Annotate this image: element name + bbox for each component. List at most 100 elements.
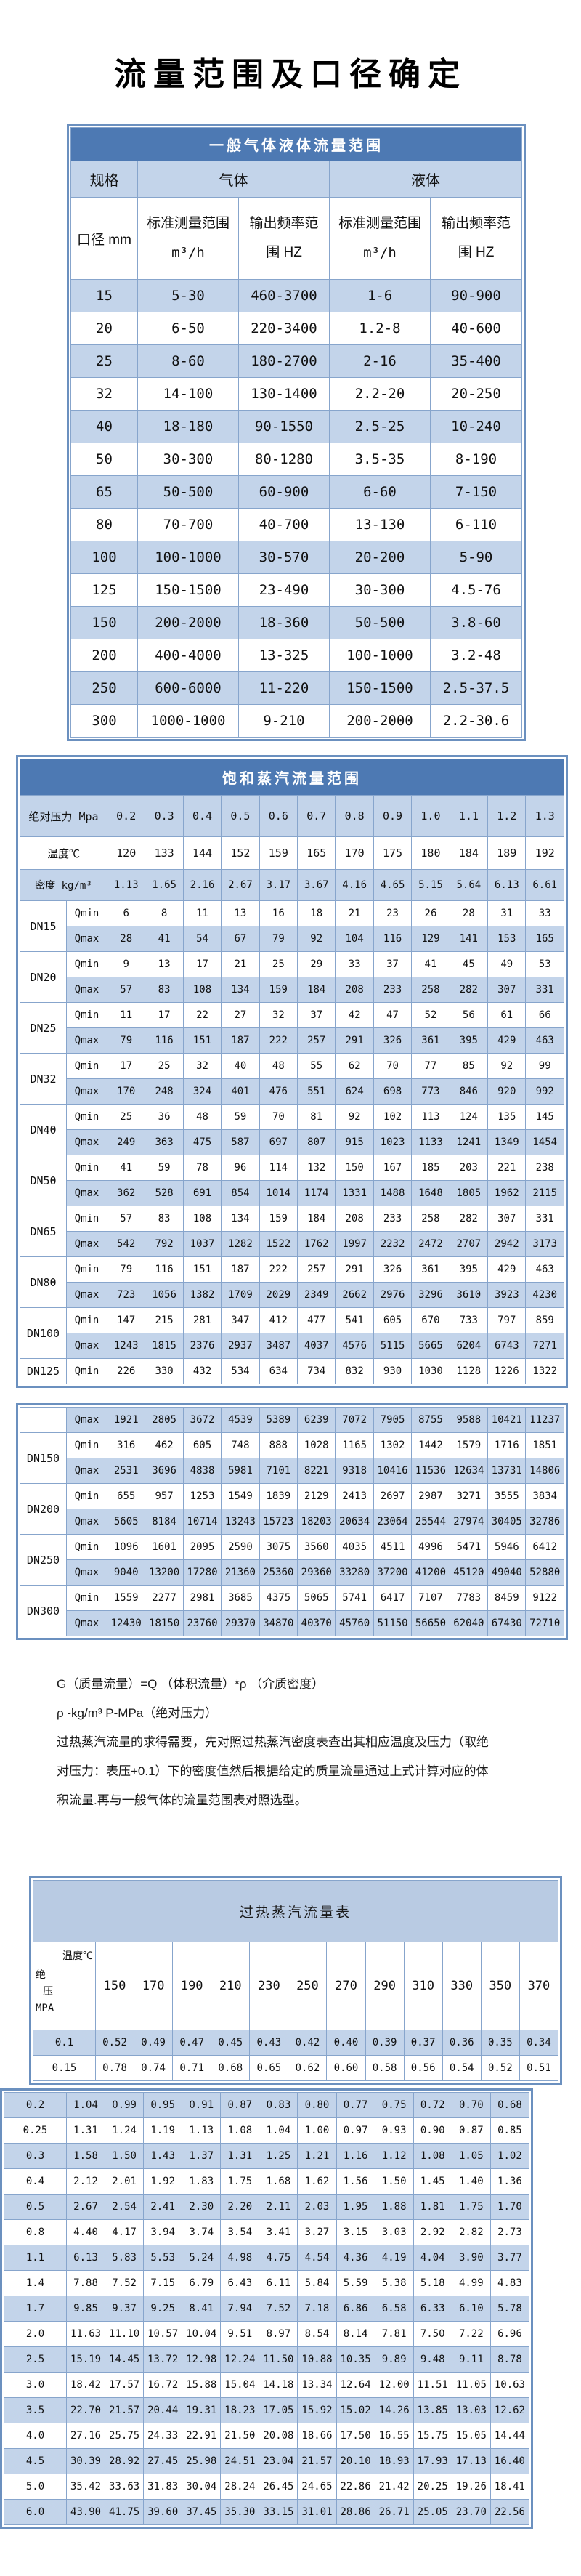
value-cell: 79 <box>259 926 298 952</box>
value-cell: 26.71 <box>374 2499 414 2525</box>
value-cell: 1.75 <box>451 2194 491 2220</box>
value-cell: 270 <box>326 1942 366 2030</box>
value-cell: 5.53 <box>143 2245 183 2271</box>
value-cell: 37 <box>297 1002 336 1028</box>
value-cell: 350 <box>480 1942 520 2030</box>
value-cell: 56 <box>449 1002 489 1028</box>
value-cell: 7.88 <box>65 2270 106 2296</box>
value-cell: 859 <box>525 1307 564 1333</box>
value-cell: 18203 <box>297 1509 336 1535</box>
pressure-row: 0.2 1.04 0.99 0.95 0.91 0.87 0.83 0.80 0.77 0.75 0… <box>4 2092 530 2118</box>
value-cell: 184 <box>449 836 489 870</box>
value-cell: 1.92 <box>143 2168 183 2195</box>
value-cell: 114 <box>259 1155 298 1181</box>
value-cell: 16.55 <box>374 2423 414 2449</box>
table-row: 25 8-60 180-2700 2-16 35-400 <box>70 344 522 378</box>
value-cell: 17 <box>106 1053 146 1079</box>
value-cell: 24.33 <box>143 2423 183 2449</box>
value-cell: 1349 <box>487 1129 527 1155</box>
value-cell: 19.31 <box>182 2397 222 2423</box>
value-cell: 12.62 <box>489 2397 530 2423</box>
value-cell: 1559 <box>106 1585 146 1611</box>
value-cell: 66 <box>525 1002 564 1028</box>
value-cell: 22.70 <box>65 2397 106 2423</box>
qmin-row: DN20 Qmin 9 13 17 21 25 29 33 37 41 45 49 53 <box>20 951 564 1003</box>
value-cell: 3.15 <box>336 2219 375 2245</box>
value-cell: 10416 <box>373 1458 413 1484</box>
value-cell: 200-2000 <box>137 606 239 639</box>
value-cell: 43.90 <box>65 2499 106 2525</box>
temperature-label: 温度℃ <box>20 836 107 870</box>
value-cell: 13-325 <box>238 639 330 672</box>
qmin-label: Qmin <box>66 1155 107 1181</box>
value-cell: 395 <box>449 1256 489 1283</box>
value-cell: 15.88 <box>182 2372 222 2398</box>
value-cell: 18150 <box>145 1610 184 1636</box>
qmin-row: DN200 Qmin 655 957 1253 1549 1839 2129 2413 2697 2… <box>20 1483 564 1535</box>
value-cell: 15723 <box>259 1509 298 1535</box>
value-cell: 45 <box>449 951 489 977</box>
corner-temperature-label: 温度℃ <box>62 1950 93 1962</box>
table-row: 20 6-50 220-3400 1.2-8 40-600 <box>70 312 522 345</box>
value-cell: 1.36 <box>489 2168 530 2195</box>
diameter-cell: 25 <box>70 344 138 378</box>
value-cell: 1000-1000 <box>137 704 239 738</box>
value-cell: 23760 <box>182 1610 222 1636</box>
value-cell: 150-1500 <box>137 573 239 607</box>
value-cell: 324 <box>182 1078 222 1105</box>
table-title-row: 饱和蒸汽流量范围 <box>20 759 564 796</box>
value-cell: 18.42 <box>65 2372 106 2398</box>
value-cell: 59 <box>221 1104 260 1130</box>
value-cell: 1648 <box>411 1180 450 1206</box>
value-cell: 4230 <box>525 1282 564 1308</box>
page-title: 流量范围及口径确定 <box>114 57 467 92</box>
value-cell: 0.42 <box>288 2030 328 2056</box>
table-row: 80 70-700 40-700 13-130 6-110 <box>70 508 522 541</box>
value-cell: 1.43 <box>143 2143 183 2169</box>
value-cell: 80-1280 <box>238 443 330 476</box>
value-cell: 370 <box>519 1942 559 2030</box>
value-cell: 6239 <box>297 1407 336 1433</box>
value-cell: 28 <box>106 926 146 952</box>
value-cell: 307 <box>487 977 527 1003</box>
value-cell: 2.03 <box>297 2194 337 2220</box>
value-cell: 1.31 <box>220 2143 260 2169</box>
value-cell: 3.54 <box>220 2219 260 2245</box>
value-cell: 0.83 <box>259 2092 298 2118</box>
value-cell: 12.00 <box>374 2372 414 2398</box>
value-cell: 8.54 <box>297 2321 337 2347</box>
value-cell: 1.24 <box>105 2117 145 2144</box>
value-cell: 2662 <box>335 1282 374 1308</box>
value-cell: 528 <box>145 1180 184 1206</box>
value-cell: 363 <box>145 1129 184 1155</box>
value-cell: 846 <box>449 1078 489 1105</box>
value-cell: 5065 <box>297 1585 336 1611</box>
qmax-label: Qmax <box>66 1509 107 1535</box>
pressure-cell: 1.7 <box>4 2296 67 2322</box>
value-cell: 1.65 <box>145 869 184 901</box>
diameter-cell: 50 <box>70 443 138 476</box>
value-cell: 1253 <box>182 1483 222 1509</box>
value-cell: 8221 <box>297 1458 336 1484</box>
value-cell: 698 <box>373 1078 413 1105</box>
value-cell: 0.62 <box>288 2055 328 2081</box>
value-cell: 463 <box>525 1027 564 1054</box>
value-cell: 79 <box>106 1027 146 1054</box>
value-cell: 930 <box>373 1358 413 1384</box>
diameter-cell: 80 <box>70 508 138 541</box>
qmax-label: Qmax <box>66 1180 107 1206</box>
value-cell: 13 <box>221 900 260 926</box>
value-cell: 634 <box>259 1358 298 1384</box>
col-header-liquid-range: 标准测量范围 m³/h <box>329 197 431 280</box>
value-cell: 192 <box>525 836 564 870</box>
qmin-label: Qmin <box>66 1053 107 1079</box>
value-cell: 1.50 <box>374 2168 414 2195</box>
qmax-label: Qmax <box>66 1610 107 1636</box>
value-cell: 10.63 <box>489 2372 530 2398</box>
dn-cell: DN300 <box>20 1585 67 1636</box>
value-cell: 1579 <box>449 1432 489 1458</box>
value-cell: 1.31 <box>65 2117 106 2144</box>
qmin-row: DN125 Qmin 226 330 432 534 634 734 832 930 1030 112… <box>20 1358 564 1384</box>
superheated-steam-table-continued-frame: 0.2 1.04 0.99 0.95 0.91 0.87 0.83 0.80 0.77 0.75 0… <box>0 2088 533 2529</box>
table-title: 一般气体液体流量范围 <box>70 127 522 161</box>
